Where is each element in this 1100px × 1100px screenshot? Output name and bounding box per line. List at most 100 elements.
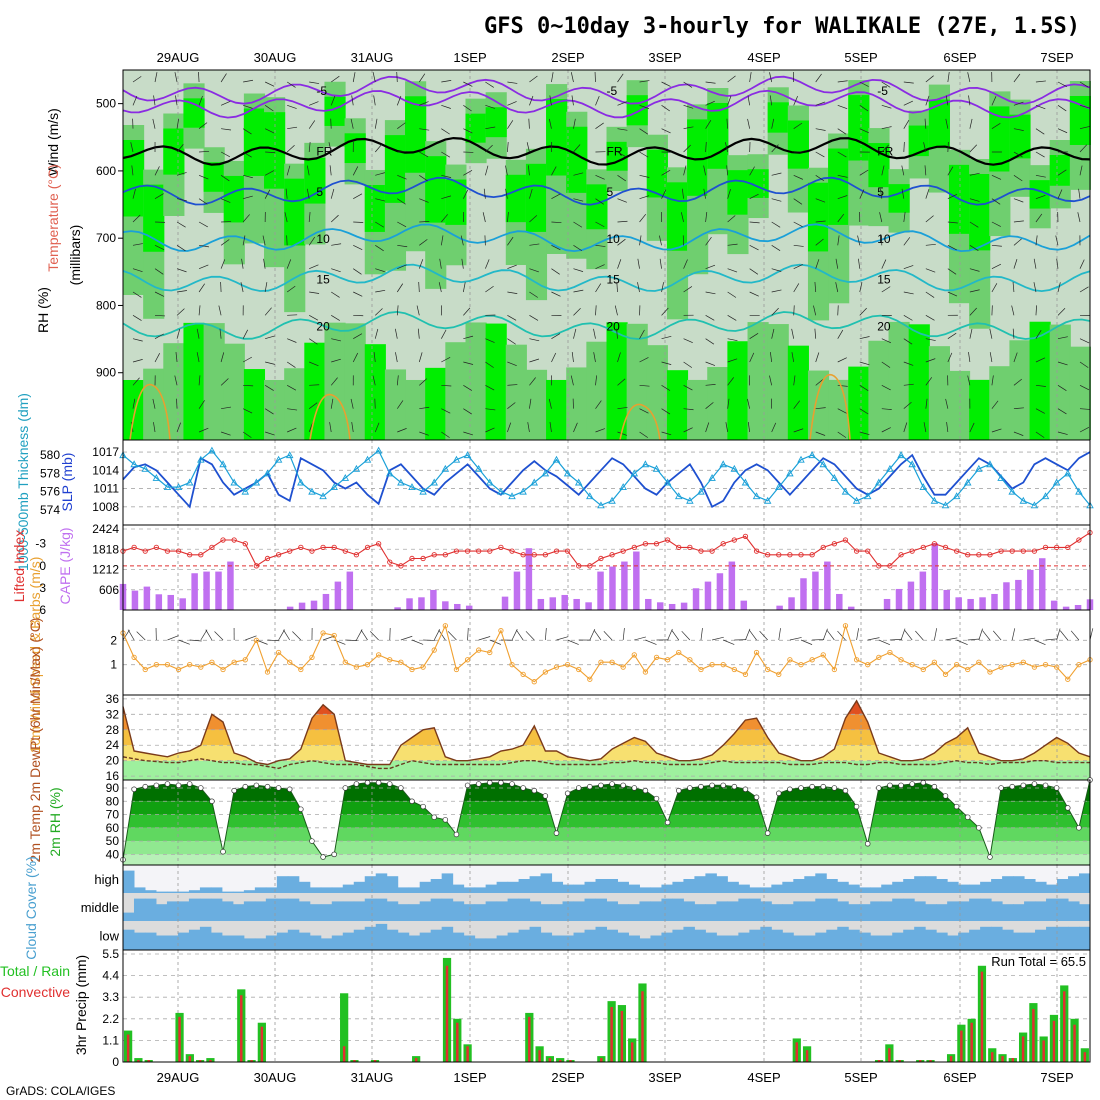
- thickness-point: [797, 455, 805, 463]
- thickness-point: [330, 483, 338, 491]
- wind-barb: [155, 314, 166, 317]
- wind-barb: [309, 384, 320, 386]
- wind-barb: [374, 118, 378, 129]
- cloud-bar: [628, 884, 640, 893]
- wind-barb: [154, 193, 164, 199]
- precip-convective-bar: [1011, 1058, 1015, 1062]
- rh2m-point: [664, 819, 671, 826]
- wind10m-barb: [278, 629, 285, 641]
- cloud-bar: [1046, 926, 1058, 950]
- wind-barb: [331, 75, 340, 83]
- wind10m-point: [1009, 662, 1015, 668]
- cloud-bar: [507, 932, 520, 950]
- rh2m-point: [253, 782, 260, 789]
- cloud-bar: [969, 884, 981, 893]
- wind-barb: [463, 307, 471, 316]
- cloud-bar: [870, 887, 882, 893]
- cloud-bar: [639, 901, 651, 921]
- wind-barb: [441, 356, 451, 363]
- cloud-bar: [210, 887, 223, 893]
- lifted-index-point: [687, 544, 693, 551]
- contour-label: 20: [877, 320, 891, 334]
- wind-barb: [903, 291, 914, 295]
- cloud-bar: [507, 881, 520, 893]
- wind-barb: [725, 422, 728, 433]
- wind-barb: [639, 105, 650, 109]
- wind-barb: [463, 81, 473, 87]
- wind-barb: [287, 427, 297, 433]
- wind-barb: [375, 245, 384, 252]
- wind-barb: [309, 315, 319, 321]
- wind-barb: [903, 401, 912, 409]
- wind-barb: [859, 385, 869, 391]
- wind-barb: [176, 172, 187, 176]
- cloud-bar: [881, 935, 893, 950]
- wind10m-barb: [345, 639, 358, 641]
- wind-barb: [441, 408, 451, 414]
- wind-barb: [595, 198, 604, 205]
- tick-label: 800: [96, 298, 116, 312]
- wind-barb: [397, 221, 407, 228]
- cross-section-temp-label: Temperature (°C): [45, 164, 61, 272]
- wind-barb: [815, 352, 820, 363]
- wind-barb: [375, 172, 385, 176]
- wind-barb: [1013, 431, 1024, 436]
- cloud-bar: [793, 901, 805, 921]
- lifted-index-point: [220, 537, 226, 543]
- wind-barb: [306, 188, 310, 199]
- tick-label: 0: [39, 559, 46, 573]
- precip-convective-bar: [456, 1022, 459, 1062]
- cloud-bar: [760, 887, 772, 893]
- cloud-bar: [133, 898, 146, 921]
- precip-convective-bar: [641, 991, 644, 1062]
- cloud-bar: [474, 938, 487, 950]
- wind-barb: [749, 221, 760, 224]
- thickness-point: [630, 469, 639, 477]
- wind-barb: [351, 422, 354, 433]
- rh-band-low: [848, 366, 870, 440]
- wind-barb: [947, 141, 949, 153]
- wind-barb: [947, 352, 953, 363]
- wind-barb: [439, 258, 442, 269]
- wind-barb: [947, 166, 954, 176]
- wind-barb: [353, 268, 362, 275]
- rh-band: [123, 827, 1090, 842]
- cape-bar: [931, 543, 939, 610]
- wind-barb: [396, 95, 402, 106]
- wind10m-barb: [545, 628, 547, 641]
- wind-barb: [198, 175, 209, 180]
- contour-label: FR: [877, 145, 893, 159]
- thickness-point: [897, 451, 905, 459]
- contour-label: 10: [877, 232, 891, 246]
- wind10m-point: [653, 654, 660, 661]
- tick-label: 4.4: [102, 969, 119, 983]
- wind-barb: [441, 105, 451, 109]
- cloud-bar: [738, 932, 750, 950]
- lifted-index-point: [187, 552, 193, 558]
- wind10m-point: [998, 664, 1004, 670]
- wind10m-barb: [267, 639, 280, 642]
- wind-barb: [617, 220, 628, 223]
- wind-barb: [154, 166, 160, 176]
- wind-barb: [243, 174, 253, 179]
- cape-bar: [740, 600, 748, 610]
- wind-barb: [1013, 73, 1021, 83]
- wind-barb: [637, 282, 640, 293]
- wind-barb: [152, 118, 156, 129]
- precip-convective-bar: [137, 1060, 140, 1062]
- wind10m-barb: [205, 629, 213, 641]
- wind10m-point: [787, 657, 793, 663]
- slp-ylabel: SLP (mb): [59, 453, 75, 512]
- wind-barb: [1079, 427, 1090, 433]
- wind-barb: [176, 221, 186, 228]
- lifted-index-point: [409, 555, 415, 562]
- cape-bar: [155, 594, 163, 610]
- top-date-label: 31AUG: [351, 50, 394, 65]
- wind10m-barb: [915, 630, 924, 641]
- wind-barb: [1077, 212, 1081, 223]
- cloud-bar: [529, 901, 542, 921]
- wind-barb: [727, 358, 738, 363]
- wind10m-point: [142, 666, 148, 673]
- wind-barb: [858, 258, 861, 269]
- cloud-bar: [815, 932, 827, 950]
